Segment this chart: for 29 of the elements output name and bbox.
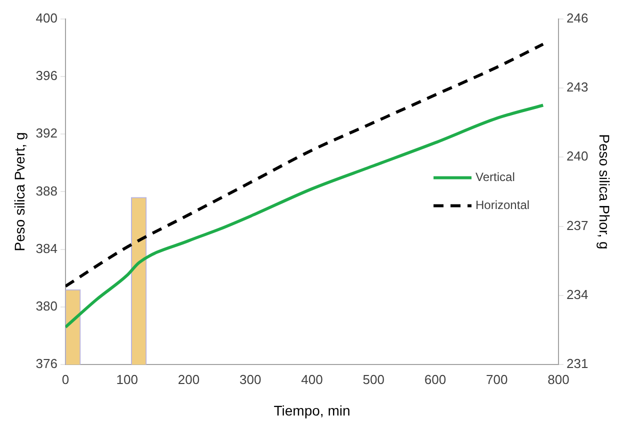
x-tick-label: 700 [486,372,508,387]
y2-tick-label: 243 [566,80,588,95]
y2-axis-title: Peso silica Phor, g [596,134,613,250]
x-tick-label: 300 [240,372,262,387]
y-tick-label: 388 [36,183,58,198]
y-tick-label: 400 [36,10,58,26]
y-axis-title: Peso silica Pvert, g [11,132,28,252]
x-tick-label: 800 [548,372,570,387]
x-axis-title: Tiempo, min [274,402,350,418]
y2-tick-label: 240 [566,148,588,164]
line-series [65,42,545,288]
line-series [65,104,545,329]
y-tick-label: 380 [36,298,58,314]
y-tick-label: 396 [36,68,58,84]
x-tick-label: 100 [116,372,138,387]
x-tick-label: 0 [62,372,70,387]
legend-label: Vertical [476,170,515,184]
x-tick-label: 600 [424,372,446,387]
legend-label: Horizontal [476,198,530,212]
y2-tick-label: 246 [566,10,588,26]
x-tick-label: 200 [178,372,200,387]
y-tick-label: 384 [36,240,58,256]
y-tick-label: 376 [36,356,58,372]
x-tick-label: 400 [301,372,323,387]
y-tick-label: 392 [36,126,58,141]
y2-tick-label: 237 [566,218,588,233]
y2-tick-label: 231 [566,356,588,372]
x-tick-label: 500 [362,372,384,387]
y2-tick-label: 234 [566,287,588,302]
